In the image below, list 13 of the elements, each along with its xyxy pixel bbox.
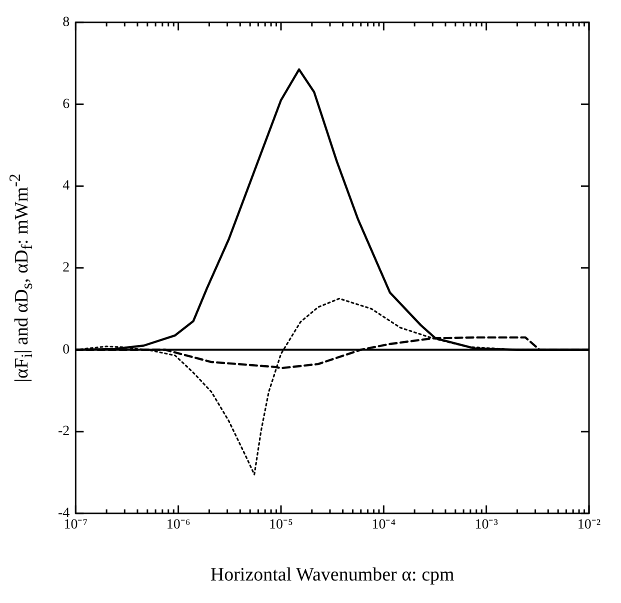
x-tick-label: 10⁻⁷ [64,517,88,532]
y-tick-label: 4 [62,178,70,194]
y-tick-label: 2 [62,260,70,276]
x-tick-label: 10⁻³ [474,517,498,532]
x-tick-label: 10⁻⁵ [269,517,294,532]
x-tick-label: 10⁻⁶ [166,517,190,532]
y-tick-label: 0 [62,342,70,358]
x-axis-title: Horizontal Wavenumber α: cpm [210,564,455,586]
y-tick-label: 6 [62,96,70,112]
y-tick-label: -2 [58,424,70,440]
x-tick-label: 10⁻² [577,517,601,532]
y-tick-label: 8 [62,15,70,30]
x-tick-label: 10⁻⁴ [372,517,396,532]
